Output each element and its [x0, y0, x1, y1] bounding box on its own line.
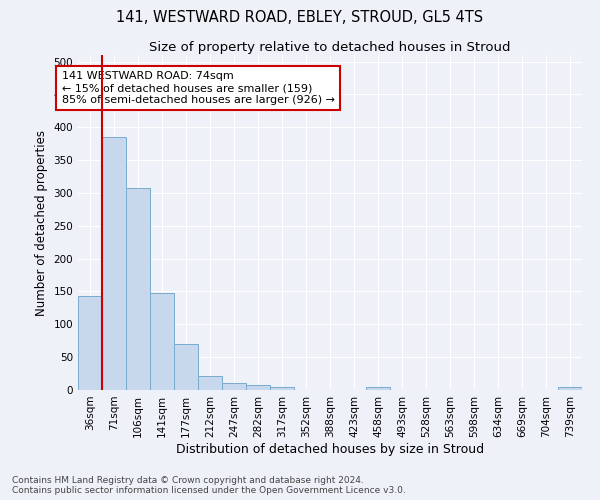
Bar — [174, 344, 198, 390]
Y-axis label: Number of detached properties: Number of detached properties — [35, 130, 48, 316]
Text: 141 WESTWARD ROAD: 74sqm
← 15% of detached houses are smaller (159)
85% of semi-: 141 WESTWARD ROAD: 74sqm ← 15% of detach… — [62, 72, 335, 104]
Bar — [222, 384, 246, 390]
Text: Contains HM Land Registry data © Crown copyright and database right 2024.
Contai: Contains HM Land Registry data © Crown c… — [12, 476, 406, 495]
Bar — [366, 386, 390, 390]
Bar — [246, 384, 270, 390]
Bar — [126, 188, 150, 390]
Title: Size of property relative to detached houses in Stroud: Size of property relative to detached ho… — [149, 41, 511, 54]
Text: 141, WESTWARD ROAD, EBLEY, STROUD, GL5 4TS: 141, WESTWARD ROAD, EBLEY, STROUD, GL5 4… — [116, 10, 484, 25]
Bar — [102, 137, 126, 390]
Bar — [150, 293, 174, 390]
Bar — [78, 296, 102, 390]
X-axis label: Distribution of detached houses by size in Stroud: Distribution of detached houses by size … — [176, 442, 484, 456]
Bar — [558, 386, 582, 390]
Bar — [270, 386, 294, 390]
Bar — [198, 376, 222, 390]
